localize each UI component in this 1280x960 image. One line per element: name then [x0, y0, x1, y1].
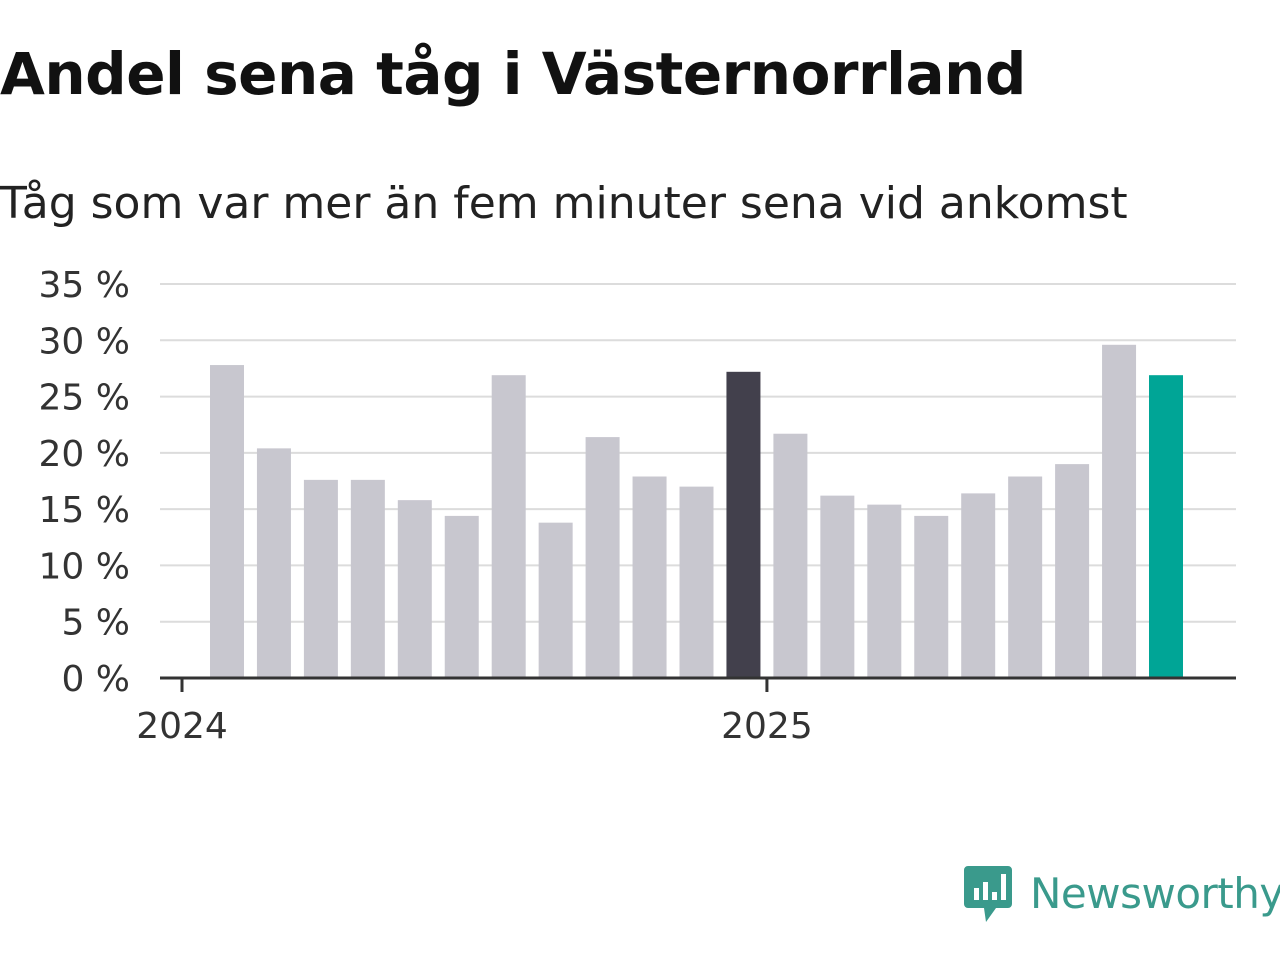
bar-2024-08	[538, 522, 573, 678]
newsworthy-logo-icon	[964, 866, 1012, 922]
bar-2024-03	[303, 479, 338, 678]
bar-2025-04	[914, 515, 949, 678]
bar-2024-11	[679, 486, 714, 678]
chart-title: Andel sena tåg i Västernorrland	[0, 40, 1026, 108]
bar-2024-09	[585, 437, 620, 678]
y-tick-label: 10 %	[39, 546, 130, 587]
bar-chart: 0 % 5 % 10 % 15 % 20 % 25 % 30 % 35 % 2024 2025	[39, 265, 1236, 747]
bar-2024-02	[256, 448, 291, 678]
chart-subtitle: Tåg som var mer än fem minuter sena vid …	[0, 178, 1128, 229]
bar-2024-05	[397, 500, 432, 678]
bar-2024-04	[350, 479, 385, 678]
bar-2025-01	[773, 433, 808, 678]
x-tick-label: 2024	[136, 706, 228, 747]
bar-2025-03	[867, 504, 902, 678]
x-tick-label: 2025	[721, 706, 813, 747]
bars	[210, 344, 1183, 678]
bar-2025-09	[1149, 375, 1183, 678]
y-tick-label: 15 %	[39, 490, 130, 531]
bar-2025-08	[1102, 344, 1137, 678]
bar-2025-02	[820, 495, 855, 678]
y-tick-label: 0 %	[61, 659, 130, 700]
bar-2024-06	[444, 515, 479, 678]
bar-2025-05	[961, 493, 996, 678]
y-tick-label: 25 %	[39, 378, 130, 419]
brand-logo: Newsworthy	[962, 862, 1280, 924]
x-axis-labels: 2024 2025	[136, 678, 813, 747]
y-tick-label: 35 %	[39, 265, 130, 306]
y-tick-label: 30 %	[39, 321, 130, 362]
y-tick-label: 5 %	[61, 603, 130, 644]
bar-2024-10	[632, 476, 667, 678]
y-axis-labels: 0 % 5 % 10 % 15 % 20 % 25 % 30 % 35 %	[39, 265, 130, 700]
bar-2024-12	[726, 371, 761, 678]
brand-name: Newsworthy	[1030, 868, 1280, 918]
y-tick-label: 20 %	[39, 434, 130, 475]
bar-2025-07	[1055, 464, 1090, 678]
bar-2025-06	[1008, 476, 1043, 678]
bar-2024-07	[491, 375, 526, 678]
bar-2024-01	[210, 365, 244, 678]
